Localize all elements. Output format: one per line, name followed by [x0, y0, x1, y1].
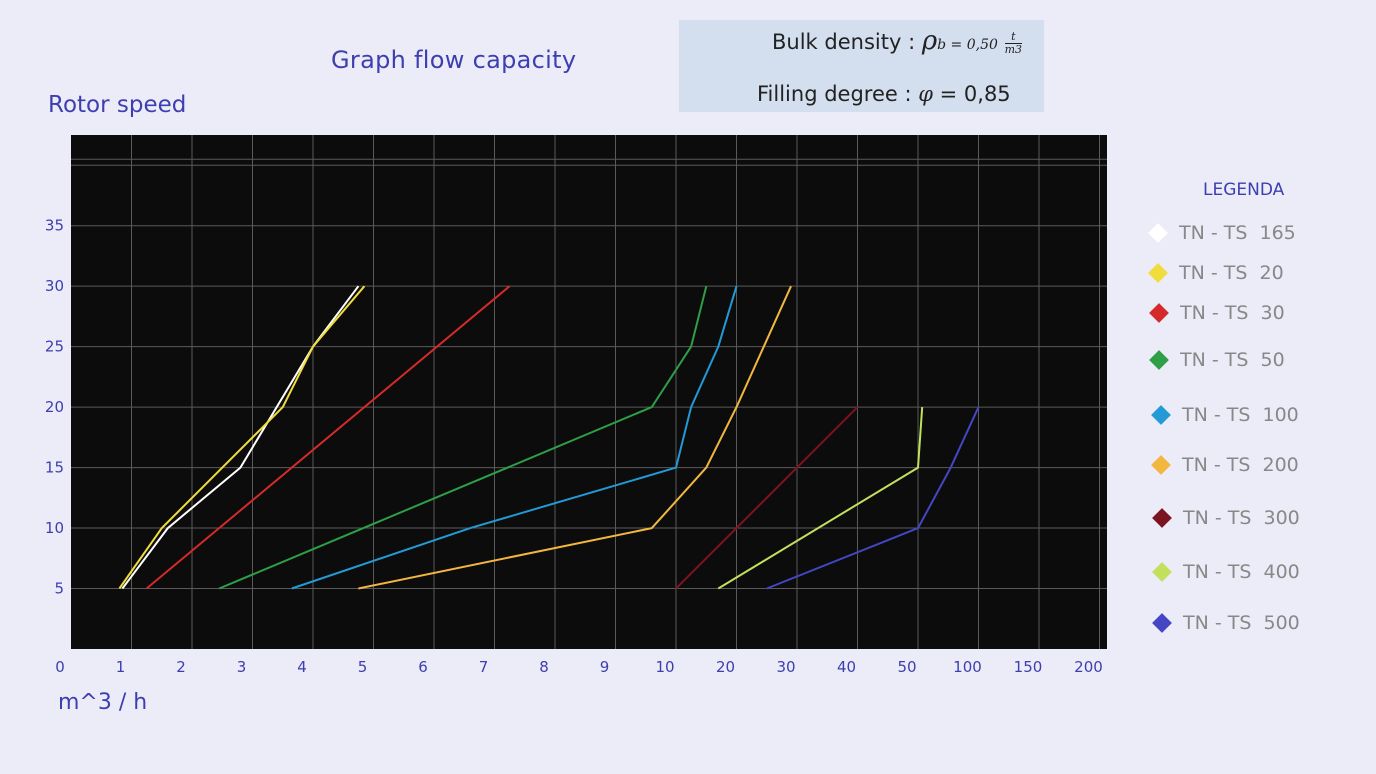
- series-line: [291, 285, 738, 590]
- series-line: [766, 406, 980, 590]
- y-tick-label: 5: [54, 580, 64, 598]
- x-tick-labels: 0 1 2 3 4 5 6 7 8 9 10 20 30 40 50 100 150 200: [55, 658, 1103, 676]
- x-tick-label: 6: [418, 658, 428, 676]
- x-tick-label: 3: [237, 658, 247, 676]
- x-tick-label: 2: [176, 658, 186, 676]
- chart-title: Graph flow capacity: [331, 46, 577, 74]
- series-line: [675, 406, 859, 590]
- x-tick-label: 5: [358, 658, 368, 676]
- x-axis-label: m^3 / h: [58, 690, 148, 715]
- legend-label: TN - TS 50: [1180, 349, 1285, 371]
- x-tick-label: 0: [55, 658, 65, 676]
- y-tick-labels: 5 10 15 20 25 30 35: [45, 217, 64, 598]
- series-line: [717, 407, 924, 590]
- x-tick-label: 9: [600, 658, 610, 676]
- legend-title: LEGENDA: [1203, 180, 1285, 200]
- series-line: [118, 285, 366, 590]
- x-tick-label: 40: [837, 658, 856, 676]
- filling-degree-value: = 0,85: [939, 82, 1011, 106]
- legend-label: TN - TS 200: [1182, 454, 1299, 476]
- y-axis-label: Rotor speed: [48, 92, 187, 118]
- series-line: [358, 285, 792, 590]
- legend-label: TN - TS 100: [1182, 404, 1299, 426]
- y-tick-label: 10: [45, 519, 64, 537]
- plot-area: [71, 135, 1107, 649]
- series-lines: [118, 285, 980, 590]
- x-tick-label: 4: [297, 658, 307, 676]
- density-unit-numerator: t: [1004, 30, 1023, 44]
- legend-label: TN - TS 300: [1183, 507, 1300, 529]
- y-tick-label: 35: [45, 217, 64, 235]
- density-unit-denominator: m3: [1004, 42, 1023, 56]
- x-tick-label: 30: [776, 658, 795, 676]
- filling-degree-line: Filling degree : φ = 0,85: [757, 82, 1011, 106]
- series-line: [145, 285, 511, 590]
- y-tick-label: 25: [45, 338, 64, 356]
- bulk-density-label: Bulk density: [772, 30, 902, 54]
- parameters-box: Bulk density : ρb = 0,50 t m3 Filling de…: [679, 20, 1044, 112]
- rho-symbol: ρ: [921, 26, 938, 56]
- density-unit: t m3: [1004, 30, 1023, 56]
- x-tick-label: 1: [116, 658, 126, 676]
- legend-label: TN - TS 30: [1180, 302, 1285, 324]
- x-tick-label: 7: [479, 658, 489, 676]
- x-tick-label: 20: [716, 658, 735, 676]
- legend-label: TN - TS 500: [1183, 612, 1300, 634]
- legend-label: TN - TS 20: [1179, 262, 1284, 284]
- series-line: [218, 285, 708, 590]
- phi-symbol: φ: [918, 82, 933, 106]
- legend-label: TN - TS 165: [1179, 222, 1296, 244]
- x-tick-label: 100: [953, 658, 982, 676]
- x-tick-label: 8: [539, 658, 549, 676]
- legend-label: TN - TS 400: [1183, 561, 1300, 583]
- y-tick-label: 30: [45, 277, 64, 295]
- y-tick-label: 20: [45, 398, 64, 416]
- x-tick-label: 10: [655, 658, 674, 676]
- rho-subscript: b = 0,50: [937, 37, 998, 53]
- grid-lines: [71, 135, 1107, 649]
- x-tick-label: 200: [1074, 658, 1103, 676]
- filling-degree-label: Filling degree :: [757, 82, 912, 106]
- x-tick-label: 150: [1014, 658, 1043, 676]
- bulk-density-line: Bulk density : ρb = 0,50 t m3: [772, 26, 1023, 56]
- x-tick-label: 50: [897, 658, 916, 676]
- series-line: [121, 285, 360, 590]
- y-tick-label: 15: [45, 459, 64, 477]
